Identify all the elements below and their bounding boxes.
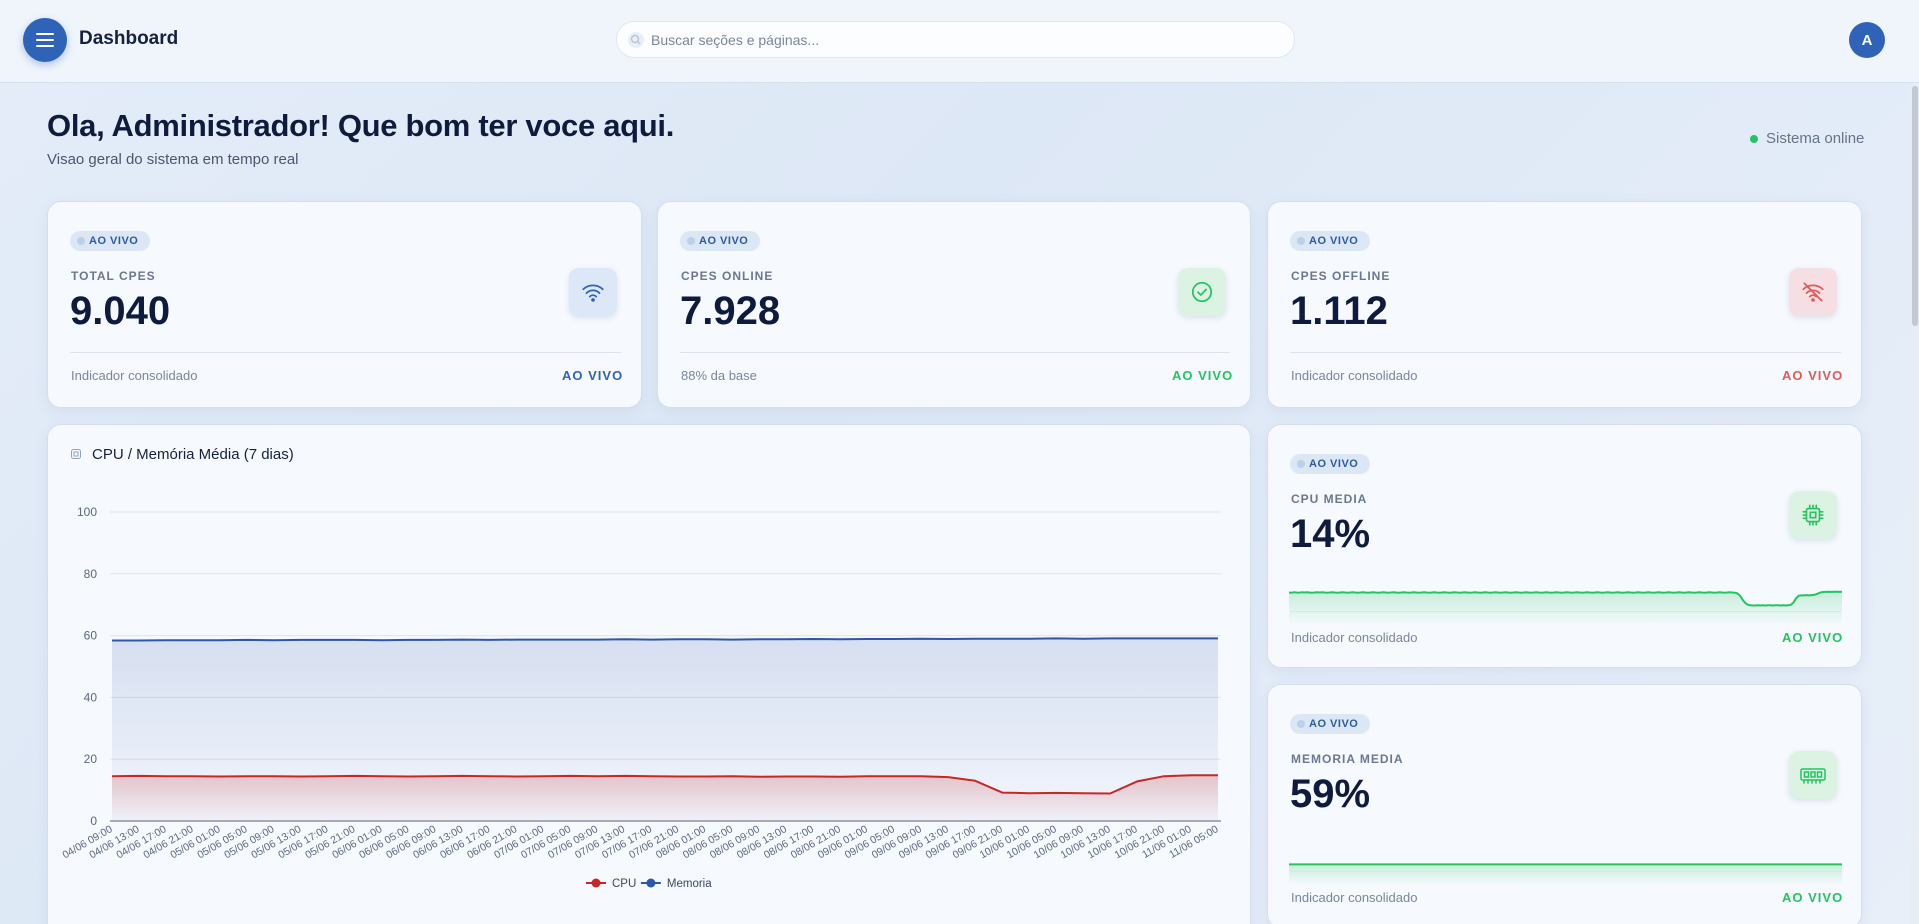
live-indicator: AO VIVO (1782, 368, 1844, 383)
status-label: Sistema online (1766, 130, 1865, 147)
kpi-value: 7.928 (680, 289, 781, 333)
wifi-off-icon (1789, 268, 1837, 316)
sparkline-area (1289, 591, 1842, 623)
legend-marker (591, 878, 601, 888)
divider (1290, 352, 1841, 353)
live-badge: AO VIVO (1290, 454, 1371, 474)
cpu-chip-icon (1789, 491, 1837, 539)
memory-icon (1789, 751, 1837, 799)
memoria-line (112, 637, 1218, 642)
legend-label: Memoria (667, 878, 712, 890)
kpi-card-total-cpes: AO VIVO TOTAL CPES 9.040 Indicador conso… (47, 201, 642, 408)
menu-button[interactable] (23, 18, 67, 62)
kpi-card-cpes-offline: AO VIVO CPES OFFLINE 1.112 Indicador con… (1267, 201, 1862, 408)
kpi-footnote: 88% da base (681, 368, 757, 383)
metric-label: MEMORIA MEDIA (1291, 752, 1404, 766)
live-indicator: AO VIVO (1172, 368, 1234, 383)
divider (680, 352, 1230, 353)
menu-icon-line (36, 33, 54, 35)
divider (1290, 871, 1841, 872)
top-bar: Dashboard A (0, 0, 1919, 83)
system-status: Sistema online (1750, 130, 1864, 147)
sparkline-line (1289, 590, 1843, 607)
kpi-footnote: Indicador consolidado (1291, 368, 1418, 383)
y-tick-label: 60 (84, 629, 98, 643)
cpu-area (112, 775, 1218, 821)
kpi-card-cpes-online: AO VIVO CPES ONLINE 7.928 88% da base AO… (657, 201, 1251, 408)
kpi-value: 1.112 (1290, 289, 1388, 333)
divider (1290, 611, 1841, 612)
chart-title: CPU / Memória Média (7 dias) (92, 446, 294, 463)
legend-marker (646, 878, 656, 888)
cpu-memory-chart-card: CPU / Memória Média (7 dias) 0 20 40 60 80 10… (47, 424, 1251, 924)
metric-card-cpu: AO VIVO CPU MEDIA 14% Indicador consolid… (1267, 424, 1862, 668)
metric-footnote: Indicador consolidado (1291, 630, 1418, 645)
menu-icon-line (36, 45, 54, 47)
page-subtitle: Visao geral do sistema em tempo real (47, 151, 299, 168)
user-avatar[interactable]: A (1849, 22, 1885, 58)
metric-value: 59% (1290, 772, 1371, 816)
live-badge: AO VIVO (70, 231, 151, 251)
memory-sparkline (1289, 863, 1842, 883)
kpi-footnote: Indicador consolidado (71, 368, 198, 383)
live-indicator: AO VIVO (1782, 630, 1844, 645)
live-badge: AO VIVO (1290, 231, 1371, 251)
live-badge: AO VIVO (680, 231, 761, 251)
cpu-chip-icon (71, 449, 81, 459)
kpi-label: CPES ONLINE (681, 269, 774, 283)
sparkline-area (1289, 864, 1842, 883)
live-badge: AO VIVO (1290, 714, 1371, 734)
menu-icon-line (36, 39, 54, 41)
live-indicator: AO VIVO (562, 368, 624, 383)
metric-footnote: Indicador consolidado (1291, 890, 1418, 905)
search-icon (628, 32, 644, 48)
search-input[interactable] (651, 22, 1271, 57)
y-tick-label: 20 (84, 752, 98, 766)
page-title: Ola, Administrador! Que bom ter voce aqu… (47, 108, 675, 143)
legend-label: CPU (612, 878, 636, 890)
scrollbar-thumb[interactable] (1912, 86, 1918, 326)
divider (70, 352, 621, 353)
y-tick-label: 80 (84, 567, 98, 581)
metric-value: 14% (1290, 512, 1371, 556)
live-indicator: AO VIVO (1782, 890, 1844, 905)
y-tick-label: 0 (90, 814, 97, 828)
cpu-sparkline (1289, 590, 1843, 623)
search-box[interactable] (616, 21, 1295, 58)
kpi-label: TOTAL CPES (71, 269, 156, 283)
cpu-line (111, 774, 1218, 795)
metric-card-memory: AO VIVO MEMORIA MEDIA 59% Indicador cons… (1267, 684, 1862, 924)
app-title: Dashboard (79, 28, 179, 49)
y-tick-label: 40 (84, 690, 98, 704)
kpi-value: 9.040 (70, 289, 171, 333)
kpi-label: CPES OFFLINE (1291, 269, 1391, 283)
y-tick-label: 100 (77, 505, 97, 519)
wifi-icon (569, 268, 617, 316)
scrollbar-track[interactable] (1911, 83, 1919, 924)
check-circle-icon (1178, 268, 1226, 316)
status-dot-icon (1750, 134, 1758, 143)
metric-label: CPU MEDIA (1291, 492, 1368, 506)
